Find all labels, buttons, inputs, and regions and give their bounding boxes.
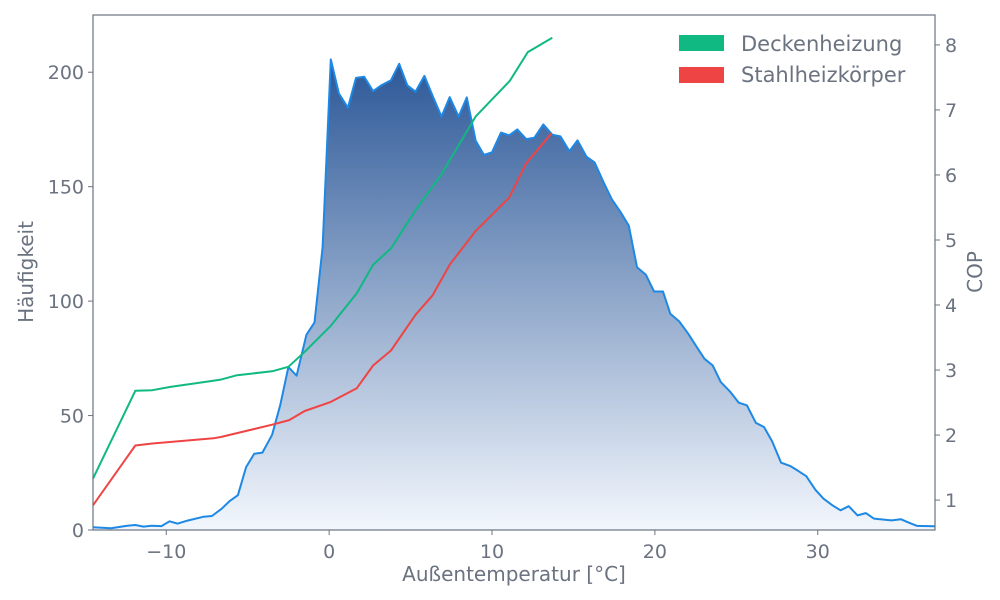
y2-tick-label: 1 (945, 490, 957, 512)
y2-tick-label: 6 (945, 165, 957, 187)
x-tick-label: 20 (643, 541, 667, 563)
y2-tick-label: 5 (945, 230, 957, 252)
y-tick-label: 200 (48, 62, 84, 84)
y2-tick-label: 7 (945, 100, 957, 122)
legend-swatch-deckenheizung (679, 35, 724, 51)
y-axis-label: Häufigkeit (14, 221, 38, 323)
y-tick-label: 0 (72, 520, 84, 542)
cop-line-deckenheizung (92, 36, 553, 480)
y2-tick-label: 4 (945, 295, 957, 317)
x-tick-label: 10 (480, 541, 504, 563)
y2-tick-label: 2 (945, 425, 957, 447)
x-tick-label: −10 (146, 541, 186, 563)
x-tick-label: 0 (323, 541, 335, 563)
x-tick-label: 30 (806, 541, 830, 563)
y2-axis-label: COP (963, 251, 987, 293)
legend: Deckenheizung Stahlheizkörper (679, 32, 906, 87)
cop-line-stahlheizkoerper (92, 132, 553, 506)
y2-tick-label: 3 (945, 360, 957, 382)
y-tick-label: 50 (60, 406, 84, 428)
x-axis-label: Außentemperatur [°C] (402, 562, 626, 586)
legend-label-stahlheizkoerper: Stahlheizkörper (741, 63, 906, 87)
y-tick-label: 100 (48, 291, 84, 313)
y2-tick-label: 8 (945, 35, 957, 57)
legend-label-deckenheizung: Deckenheizung (741, 32, 902, 56)
legend-swatch-stahlheizkoerper (679, 67, 724, 83)
plot-frame (92, 14, 936, 531)
histogram-area (93, 59, 935, 531)
y-tick-label: 150 (48, 177, 84, 199)
